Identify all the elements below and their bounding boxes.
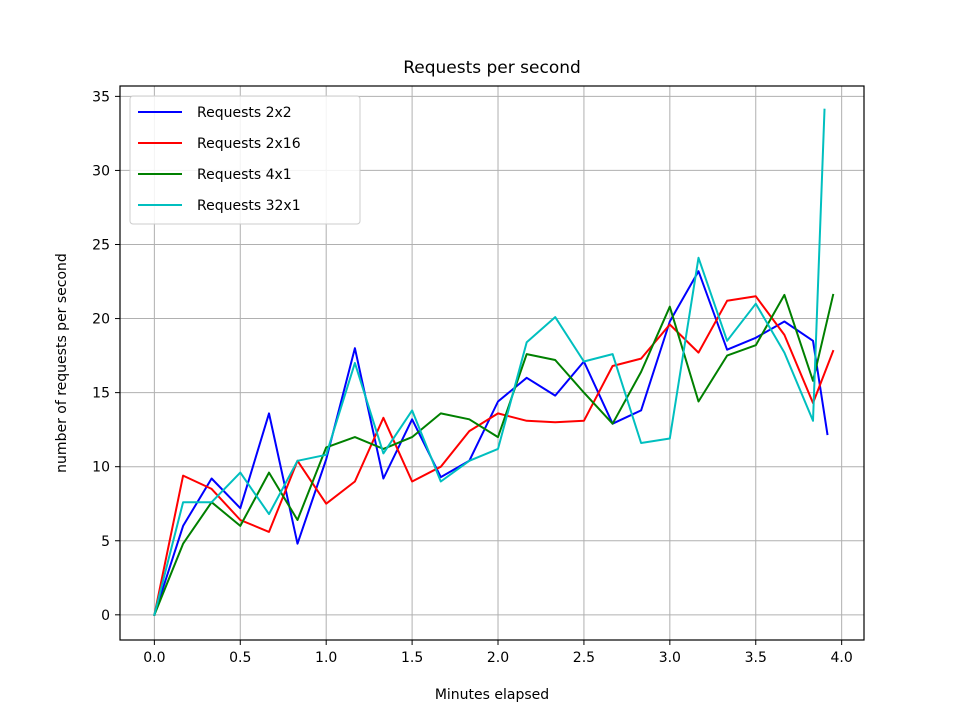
legend-label: Requests 4x1: [197, 167, 292, 183]
y-tick-label: 5: [101, 534, 110, 550]
x-tick-label: 0.0: [143, 650, 165, 666]
series-line-1: [153, 270, 829, 617]
series-line-4: [153, 108, 826, 617]
y-tick-label: 20: [92, 312, 110, 328]
legend-box: [129, 95, 361, 225]
x-axis-label: Minutes elapsed: [435, 687, 549, 703]
series-line-3: [153, 293, 835, 617]
y-tick-label: 15: [92, 386, 110, 402]
legend-label: Requests 2x2: [197, 105, 292, 121]
x-tick-label: 1.0: [315, 650, 337, 666]
y-tick-label: 10: [92, 460, 110, 476]
series-line-2: [153, 295, 835, 616]
x-tick-label: 4.0: [831, 650, 853, 666]
x-tick-label: 3.5: [745, 650, 767, 666]
legend-label: Requests 32x1: [197, 198, 301, 214]
y-axis-label: number of requests per second: [54, 253, 70, 473]
legend-label: Requests 2x16: [197, 136, 301, 152]
y-axis-ticks: 0 5 10 15 20 25 30 35: [92, 89, 120, 624]
x-tick-label: 0.5: [229, 650, 251, 666]
x-tick-label: 2.0: [487, 650, 509, 666]
y-tick-label: 25: [92, 237, 110, 253]
chart-title: Requests per second: [403, 58, 581, 78]
legend: Requests 2x2 Requests 2x16 Requests 4x1 Req…: [129, 95, 361, 225]
x-axis-ticks: 0.0 0.5 1.0 1.5 2.0 2.5 3.0 3.5 4.0: [143, 640, 853, 666]
x-tick-label: 3.0: [659, 650, 681, 666]
series-lines: [153, 108, 835, 617]
x-tick-label: 1.5: [401, 650, 423, 666]
plot-frame: [119, 85, 865, 641]
x-tick-label: 2.5: [573, 650, 595, 666]
y-tick-label: 0: [101, 608, 110, 624]
y-tick-label: 35: [92, 89, 110, 105]
y-tick-label: 30: [92, 163, 110, 179]
